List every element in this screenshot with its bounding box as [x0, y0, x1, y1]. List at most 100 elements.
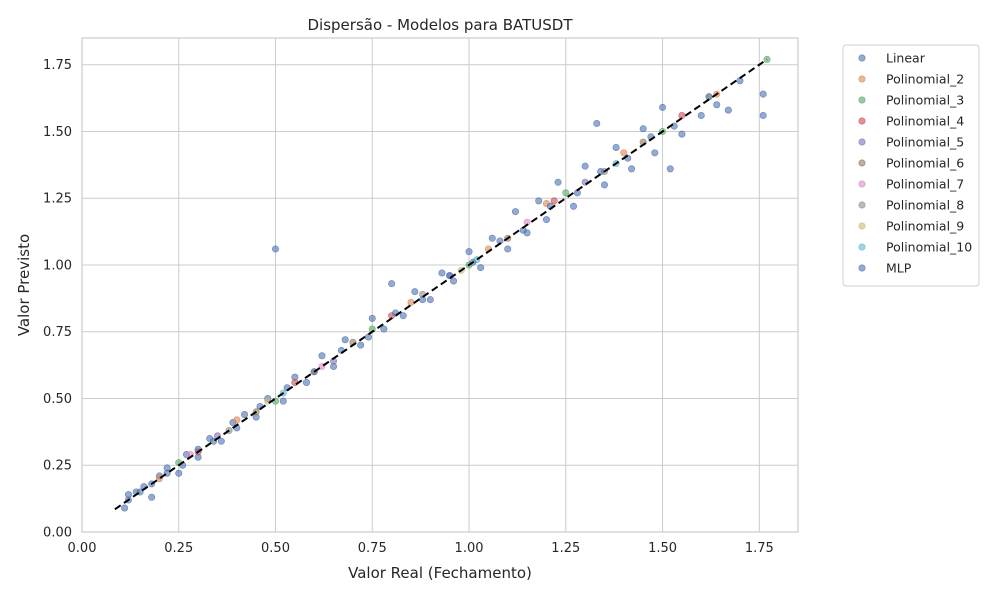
data-point — [581, 162, 589, 170]
data-point — [593, 119, 601, 127]
data-point — [651, 149, 659, 157]
data-point — [597, 168, 605, 176]
y-tick-label: 1.50 — [43, 125, 72, 140]
legend-label: Polinomial_2 — [886, 72, 964, 87]
data-point — [542, 216, 550, 224]
x-tick-labels: 0.00 0.25 0.50 0.75 1.00 1.25 1.50 1.75 — [68, 541, 774, 556]
plot-frame — [81, 37, 799, 533]
data-point — [620, 149, 628, 157]
legend-marker — [858, 222, 866, 230]
data-point — [504, 245, 512, 253]
legend-label: Polinomial_4 — [886, 114, 964, 129]
legend-marker — [858, 75, 866, 83]
data-point — [554, 178, 562, 186]
x-tick-label: 0.50 — [261, 541, 290, 556]
y-tick-label: 0.25 — [43, 459, 72, 474]
data-point — [628, 165, 636, 173]
legend-marker — [858, 264, 866, 272]
legend-marker — [858, 159, 866, 167]
y-tick-label: 0.50 — [43, 392, 72, 407]
legend-marker — [858, 201, 866, 209]
x-tick-label: 1.25 — [551, 541, 580, 556]
data-point — [364, 333, 372, 341]
data-point — [724, 106, 732, 114]
legend-label: Polinomial_6 — [886, 156, 964, 171]
y-tick-label: 1.75 — [43, 58, 72, 73]
x-tick-label: 0.00 — [68, 541, 97, 556]
data-point — [759, 111, 767, 119]
x-tick-label: 1.50 — [648, 541, 677, 556]
chart-title: Dispersão - Modelos para BATUSDT — [308, 16, 574, 34]
data-point — [612, 143, 620, 151]
x-tick-label: 0.25 — [164, 541, 193, 556]
data-point — [380, 325, 388, 333]
y-axis-title: Valor Previsto — [15, 234, 33, 336]
data-point — [411, 288, 419, 296]
legend-marker — [858, 243, 866, 251]
data-point — [570, 202, 578, 210]
x-tick-label: 1.00 — [455, 541, 484, 556]
data-point — [659, 103, 667, 111]
legend-label: Polinomial_7 — [886, 177, 964, 192]
legend-marker — [858, 117, 866, 125]
data-point — [426, 296, 434, 304]
data-point — [705, 93, 713, 101]
legend-label: Polinomial_8 — [886, 198, 964, 213]
data-point — [438, 269, 446, 277]
data-point — [465, 248, 473, 256]
data-point — [535, 197, 543, 205]
data-point — [600, 181, 608, 189]
data-point — [550, 197, 558, 205]
data-point — [341, 336, 349, 344]
data-point — [678, 111, 686, 119]
data-point — [241, 411, 249, 419]
data-point — [357, 341, 365, 349]
data-point — [318, 352, 326, 360]
legend-label: MLP — [886, 261, 912, 276]
data-point — [175, 469, 183, 477]
data-point — [233, 416, 241, 424]
legend-label: Linear — [886, 51, 926, 66]
legend-marker — [858, 96, 866, 104]
y-tick-label: 1.00 — [43, 258, 72, 273]
data-point — [713, 101, 721, 109]
data-point — [272, 245, 280, 253]
data-point — [217, 437, 225, 445]
data-point — [450, 277, 458, 285]
data-point — [511, 208, 519, 216]
data-point — [121, 504, 129, 512]
data-point — [678, 130, 686, 138]
legend-marker — [858, 180, 866, 188]
data-point — [148, 493, 156, 501]
legend-marker — [858, 138, 866, 146]
data-point — [477, 264, 485, 272]
x-tick-label: 1.75 — [745, 541, 774, 556]
data-point — [562, 189, 570, 197]
y-tick-labels: 0.00 0.25 0.50 0.75 1.00 1.25 1.50 1.75 — [43, 58, 72, 540]
data-point — [419, 296, 427, 304]
reference-line — [114, 58, 768, 511]
data-point — [666, 165, 674, 173]
grid — [81, 38, 798, 533]
data-point — [697, 111, 705, 119]
y-tick-label: 1.25 — [43, 192, 72, 207]
data-point — [388, 280, 396, 288]
legend-label: Polinomial_10 — [886, 240, 972, 255]
y-tick-label: 0.00 — [43, 526, 72, 541]
legend-label: Polinomial_9 — [886, 219, 964, 234]
data-point — [399, 312, 407, 320]
data-point — [368, 314, 376, 322]
x-axis-title: Valor Real (Fechamento) — [348, 564, 532, 582]
data-point — [279, 397, 287, 405]
legend-marker — [858, 54, 866, 62]
legend: Linear Polinomial_2 Polinomial_3 Polinomial… — [842, 44, 980, 287]
legend-label: Polinomial_3 — [886, 93, 964, 108]
data-point — [759, 90, 767, 98]
legend-box — [842, 44, 980, 287]
data-point — [302, 378, 310, 386]
y-tick-label: 0.75 — [43, 325, 72, 340]
x-tick-label: 0.75 — [358, 541, 387, 556]
legend-label: Polinomial_5 — [886, 135, 964, 150]
data-point — [488, 234, 496, 242]
